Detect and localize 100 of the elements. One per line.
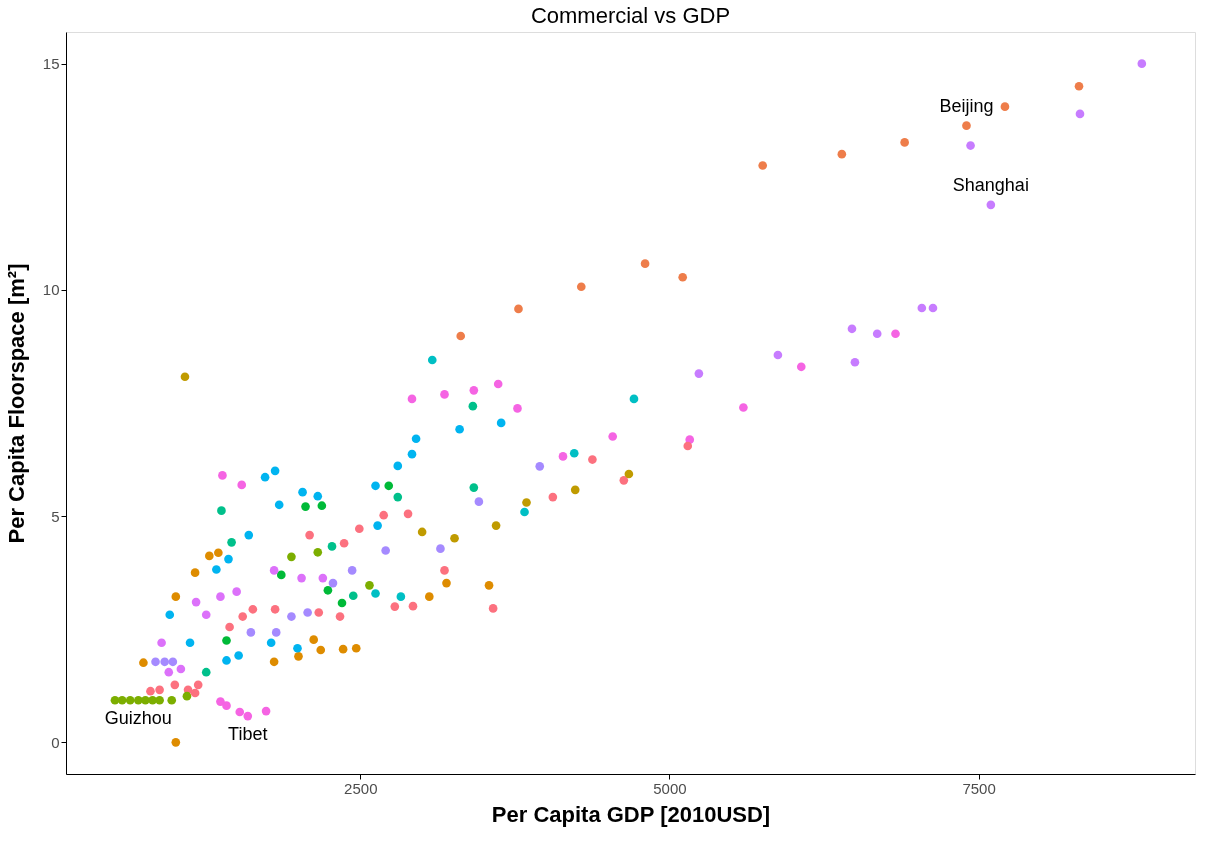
- point: [185, 638, 195, 648]
- point: [248, 604, 258, 614]
- point: [796, 362, 806, 372]
- y-tick-label: 5: [51, 507, 60, 525]
- y-tick-label: 10: [42, 281, 60, 299]
- point: [847, 324, 857, 334]
- point: [305, 530, 314, 540]
- point: [235, 707, 245, 717]
- point: [347, 566, 357, 575]
- point: [440, 390, 449, 399]
- point: [146, 686, 155, 696]
- point: [678, 272, 688, 282]
- point: [371, 589, 380, 598]
- point: [407, 394, 417, 404]
- point: [1074, 81, 1084, 91]
- point: [450, 533, 459, 543]
- point: [1000, 102, 1010, 111]
- point: [491, 521, 501, 530]
- y-axis-title: Per Capita Floorspace [m²]: [3, 263, 29, 544]
- point: [440, 566, 449, 575]
- point: [224, 554, 233, 564]
- point: [222, 636, 231, 645]
- point: [270, 604, 280, 614]
- point: [225, 622, 234, 632]
- point: [624, 469, 634, 479]
- y-tick-label: 15: [42, 55, 60, 73]
- point: [168, 657, 178, 667]
- point: [193, 680, 203, 690]
- y-tick-label: 0: [51, 733, 60, 751]
- annotation: Beijing: [939, 95, 994, 116]
- point: [348, 591, 358, 601]
- point: [962, 121, 971, 130]
- point: [314, 608, 324, 617]
- point: [301, 502, 310, 511]
- point: [155, 685, 164, 695]
- point: [214, 548, 223, 558]
- point: [180, 372, 190, 382]
- point: [276, 570, 286, 580]
- point: [739, 403, 748, 412]
- point: [293, 643, 302, 653]
- point: [484, 581, 494, 590]
- point: [588, 455, 597, 464]
- point: [872, 329, 882, 339]
- point: [190, 568, 200, 577]
- point: [522, 498, 531, 507]
- point: [384, 481, 394, 491]
- x-axis-title: Per Capita GDP [2010USD]: [491, 801, 771, 827]
- point: [201, 610, 211, 620]
- point: [558, 452, 568, 461]
- point: [218, 471, 227, 480]
- point: [243, 711, 253, 721]
- point: [269, 657, 279, 667]
- point: [217, 506, 226, 515]
- point: [164, 667, 174, 677]
- point: [157, 638, 166, 648]
- point: [408, 601, 418, 611]
- point: [986, 200, 996, 210]
- point: [891, 329, 900, 339]
- point: [629, 394, 639, 404]
- point: [365, 581, 374, 590]
- point: [269, 566, 279, 575]
- point: [227, 538, 236, 547]
- point: [182, 691, 192, 701]
- point: [232, 587, 241, 596]
- point: [456, 331, 466, 341]
- point: [390, 602, 400, 611]
- point: [455, 424, 464, 434]
- annotation: Guizhou: [104, 708, 172, 729]
- point: [246, 628, 256, 637]
- point: [351, 643, 361, 653]
- point: [513, 404, 522, 413]
- point: [339, 538, 349, 548]
- point: [216, 592, 225, 601]
- point: [266, 638, 276, 648]
- point: [393, 492, 403, 502]
- point: [488, 604, 498, 613]
- point: [309, 635, 319, 644]
- point: [316, 645, 326, 655]
- point: [191, 597, 201, 607]
- point: [576, 282, 586, 292]
- point: [379, 510, 389, 520]
- annotation: Tibet: [228, 724, 268, 745]
- annotation: Shanghai: [952, 174, 1029, 195]
- point: [317, 501, 327, 511]
- point: [222, 701, 231, 710]
- point: [125, 695, 135, 705]
- point: [694, 369, 704, 378]
- point: [216, 697, 225, 706]
- point: [139, 658, 148, 668]
- point: [773, 350, 783, 360]
- point: [261, 706, 271, 716]
- point: [234, 651, 243, 660]
- point: [328, 578, 338, 588]
- point: [1075, 109, 1085, 119]
- point: [287, 552, 296, 562]
- point: [396, 592, 406, 601]
- point: [270, 466, 280, 476]
- point: [354, 524, 364, 534]
- point: [141, 695, 150, 705]
- point: [468, 401, 478, 411]
